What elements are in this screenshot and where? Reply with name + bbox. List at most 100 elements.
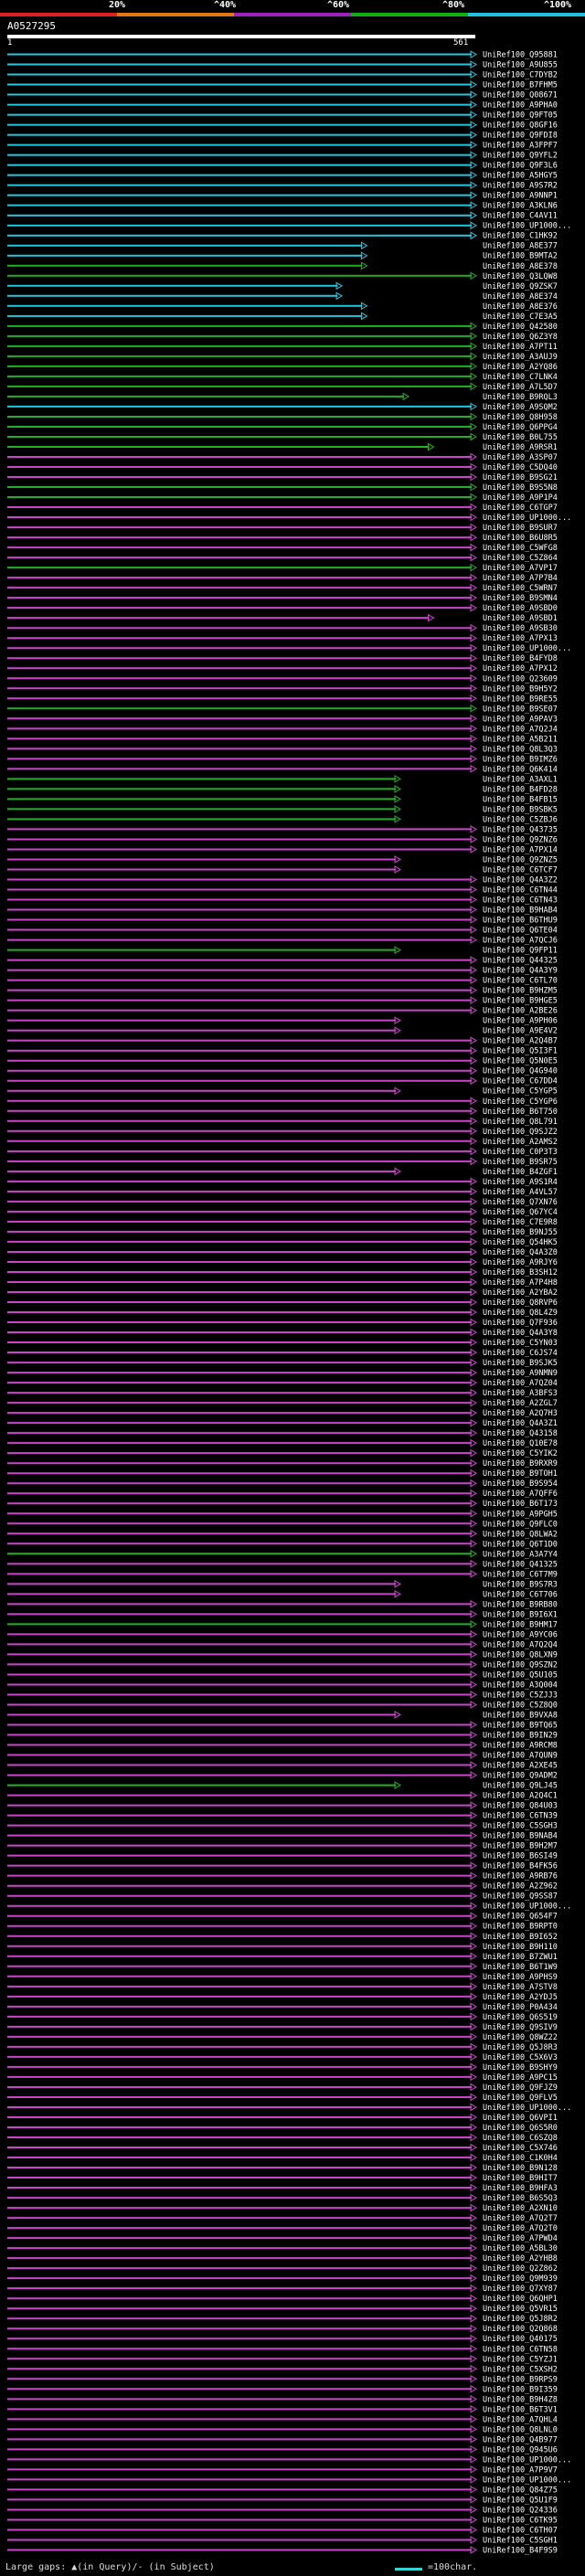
hit-row[interactable]: UniRef100_B9S5N8 bbox=[7, 482, 558, 493]
hit-row[interactable]: UniRef100_B6SI49 bbox=[7, 1851, 558, 1861]
hit-row[interactable]: UniRef100_A4VL57 bbox=[7, 1187, 558, 1197]
hit-id-label[interactable]: UniRef100_UP1000... bbox=[483, 2455, 571, 2465]
hit-id-label[interactable]: UniRef100_B3SH12 bbox=[483, 1268, 558, 1277]
hit-id-label[interactable]: UniRef100_B9SG21 bbox=[483, 473, 558, 482]
hit-row[interactable]: UniRef100_Q9ZSK7 bbox=[7, 281, 558, 292]
hit-row[interactable]: UniRef100_Q9FDI8 bbox=[7, 131, 558, 141]
hit-id-label[interactable]: UniRef100_A7QFF6 bbox=[483, 1489, 558, 1499]
hit-row[interactable]: UniRef100_B9N128 bbox=[7, 2163, 558, 2173]
hit-id-label[interactable]: UniRef100_C0P3T3 bbox=[483, 1148, 558, 1157]
hit-id-label[interactable]: UniRef100_Q9FJZ9 bbox=[483, 2083, 558, 2093]
hit-id-label[interactable]: UniRef100_A3KLN6 bbox=[483, 202, 558, 211]
hit-id-label[interactable]: UniRef100_A2YHB8 bbox=[483, 2254, 558, 2263]
hit-row[interactable]: UniRef100_B9H110 bbox=[7, 1942, 558, 1952]
hit-id-label[interactable]: UniRef100_B9SUR7 bbox=[483, 524, 558, 533]
hit-row[interactable]: UniRef100_A9RJY6 bbox=[7, 1257, 558, 1267]
hit-row[interactable]: UniRef100_Q9FLC0 bbox=[7, 1519, 558, 1529]
hit-id-label[interactable]: UniRef100_B9VXA8 bbox=[483, 1711, 558, 1720]
hit-id-label[interactable]: UniRef100_A7Q2Q4 bbox=[483, 1640, 558, 1649]
hit-id-label[interactable]: UniRef100_UP1000... bbox=[483, 2104, 571, 2113]
hit-row[interactable]: UniRef100_B9I359 bbox=[7, 2384, 558, 2394]
hit-row[interactable]: UniRef100_A2XN10 bbox=[7, 2203, 558, 2213]
hit-row[interactable]: UniRef100_A7VP17 bbox=[7, 563, 558, 573]
hit-id-label[interactable]: UniRef100_Q7F936 bbox=[483, 1319, 558, 1328]
hit-id-label[interactable]: UniRef100_Q9FP11 bbox=[483, 947, 558, 956]
hit-row[interactable]: UniRef100_C0P3T3 bbox=[7, 1147, 558, 1157]
hit-id-label[interactable]: UniRef100_A9SBD1 bbox=[483, 614, 558, 623]
hit-row[interactable]: UniRef100_Q6PPG4 bbox=[7, 422, 558, 432]
hit-row[interactable]: UniRef100_Q84Z75 bbox=[7, 2486, 558, 2495]
hit-row[interactable]: UniRef100_C5WFG8 bbox=[7, 543, 558, 553]
hit-id-label[interactable]: UniRef100_A2ZGL7 bbox=[483, 1399, 558, 1408]
hit-row[interactable]: UniRef100_C6TK95 bbox=[7, 2516, 558, 2525]
hit-id-label[interactable]: UniRef100_C5YIK2 bbox=[483, 1449, 558, 1458]
hit-id-label[interactable]: UniRef100_A9RSR1 bbox=[483, 443, 558, 452]
hit-row[interactable]: UniRef100_C7LNK4 bbox=[7, 372, 558, 382]
hit-id-label[interactable]: UniRef100_A9YC06 bbox=[483, 1630, 558, 1639]
hit-id-label[interactable]: UniRef100_C67DD4 bbox=[483, 1077, 558, 1087]
hit-id-label[interactable]: UniRef100_C6SZQ8 bbox=[483, 2134, 558, 2143]
hit-id-label[interactable]: UniRef100_A7Q2J4 bbox=[483, 725, 558, 734]
hit-row[interactable]: UniRef100_Q9FLV5 bbox=[7, 2093, 558, 2103]
hit-row[interactable]: UniRef100_A3AXL1 bbox=[7, 775, 558, 784]
hit-row[interactable]: UniRef100_A3FPF7 bbox=[7, 141, 558, 151]
hit-id-label[interactable]: UniRef100_A9PGH5 bbox=[483, 1510, 558, 1519]
hit-row[interactable]: UniRef100_Q4A3Z0 bbox=[7, 1247, 558, 1257]
hit-row[interactable]: UniRef100_Q08671 bbox=[7, 90, 558, 101]
hit-row[interactable]: UniRef100_C6JS74 bbox=[7, 1348, 558, 1358]
hit-row[interactable]: UniRef100_A7PX13 bbox=[7, 633, 558, 643]
hit-row[interactable]: UniRef100_A2ZGL7 bbox=[7, 1398, 558, 1408]
hit-row[interactable]: UniRef100_Q6S519 bbox=[7, 2012, 558, 2022]
hit-row[interactable]: UniRef100_A9E4V2 bbox=[7, 1026, 558, 1036]
hit-id-label[interactable]: UniRef100_C6TCF7 bbox=[483, 865, 558, 875]
hit-id-label[interactable]: UniRef100_C6TK95 bbox=[483, 2516, 558, 2525]
hit-row[interactable]: UniRef100_B6THU9 bbox=[7, 916, 558, 926]
hit-row[interactable]: UniRef100_B9HM17 bbox=[7, 1620, 558, 1629]
hit-row[interactable]: UniRef100_C5YGP5 bbox=[7, 1087, 558, 1097]
hit-id-label[interactable]: UniRef100_B4F9S9 bbox=[483, 2546, 558, 2555]
hit-row[interactable]: UniRef100_B4ZGF1 bbox=[7, 1167, 558, 1177]
hit-row[interactable]: UniRef100_A9S1R4 bbox=[7, 1177, 558, 1187]
hit-row[interactable]: UniRef100_Q7XY87 bbox=[7, 2284, 558, 2294]
hit-row[interactable]: UniRef100_C5Z8Q0 bbox=[7, 1701, 558, 1710]
hit-id-label[interactable]: UniRef100_A7PX12 bbox=[483, 664, 558, 673]
hit-id-label[interactable]: UniRef100_C6TN58 bbox=[483, 2345, 558, 2354]
hit-id-label[interactable]: UniRef100_B0L755 bbox=[483, 433, 558, 442]
hit-row[interactable]: UniRef100_Q8RVP6 bbox=[7, 1298, 558, 1308]
hit-row[interactable]: UniRef100_C5WRN7 bbox=[7, 583, 558, 593]
hit-id-label[interactable]: UniRef100_Q43158 bbox=[483, 1429, 558, 1438]
hit-id-label[interactable]: UniRef100_Q43735 bbox=[483, 825, 558, 834]
hit-row[interactable]: UniRef100_C6T706 bbox=[7, 1589, 558, 1599]
hit-row[interactable]: UniRef100_Q5U105 bbox=[7, 1670, 558, 1680]
hit-row[interactable]: UniRef100_B9TQ65 bbox=[7, 1721, 558, 1731]
hit-row[interactable]: UniRef100_A7P7B4 bbox=[7, 573, 558, 583]
hit-row[interactable]: UniRef100_B0L755 bbox=[7, 432, 558, 442]
hit-id-label[interactable]: UniRef100_C7E9R8 bbox=[483, 1218, 558, 1227]
hit-row[interactable]: UniRef100_C6TCF7 bbox=[7, 865, 558, 875]
hit-id-label[interactable]: UniRef100_A9U855 bbox=[483, 61, 558, 70]
hit-row[interactable]: UniRef100_A5BL30 bbox=[7, 2243, 558, 2253]
hit-id-label[interactable]: UniRef100_A7P9V7 bbox=[483, 2465, 558, 2475]
hit-id-label[interactable]: UniRef100_Q8LXN9 bbox=[483, 1650, 558, 1659]
hit-row[interactable]: UniRef100_A7QCJ6 bbox=[7, 936, 558, 946]
hit-row[interactable]: UniRef100_P0A434 bbox=[7, 2002, 558, 2012]
hit-row[interactable]: UniRef100_Q8L4Z9 bbox=[7, 1308, 558, 1318]
hit-row[interactable]: UniRef100_Q24336 bbox=[7, 2506, 558, 2515]
hit-id-label[interactable]: UniRef100_Q945U6 bbox=[483, 2445, 558, 2454]
hit-row[interactable]: UniRef100_B9S7R3 bbox=[7, 1579, 558, 1589]
hit-row[interactable]: UniRef100_Q4A3Y8 bbox=[7, 1328, 558, 1338]
hit-id-label[interactable]: UniRef100_B9HFA3 bbox=[483, 2184, 558, 2193]
hit-row[interactable]: UniRef100_A9RB76 bbox=[7, 1871, 558, 1882]
hit-row[interactable]: UniRef100_B9S954 bbox=[7, 1479, 558, 1489]
hit-id-label[interactable]: UniRef100_B4FYD8 bbox=[483, 654, 558, 663]
hit-id-label[interactable]: UniRef100_Q6VPI1 bbox=[483, 2114, 558, 2123]
hit-id-label[interactable]: UniRef100_B9HZM5 bbox=[483, 987, 558, 996]
hit-row[interactable]: UniRef100_Q6S5R0 bbox=[7, 2123, 558, 2133]
hit-id-label[interactable]: UniRef100_UP1000... bbox=[483, 2475, 571, 2485]
hit-row[interactable]: UniRef100_B9RXR9 bbox=[7, 1458, 558, 1468]
hit-row[interactable]: UniRef100_B6T1W9 bbox=[7, 1962, 558, 1972]
hit-id-label[interactable]: UniRef100_Q8WZ22 bbox=[483, 2033, 558, 2042]
hit-id-label[interactable]: UniRef100_A8E377 bbox=[483, 242, 558, 251]
hit-id-label[interactable]: UniRef100_B6T173 bbox=[483, 1500, 558, 1509]
hit-id-label[interactable]: UniRef100_Q4A3Z0 bbox=[483, 1248, 558, 1257]
